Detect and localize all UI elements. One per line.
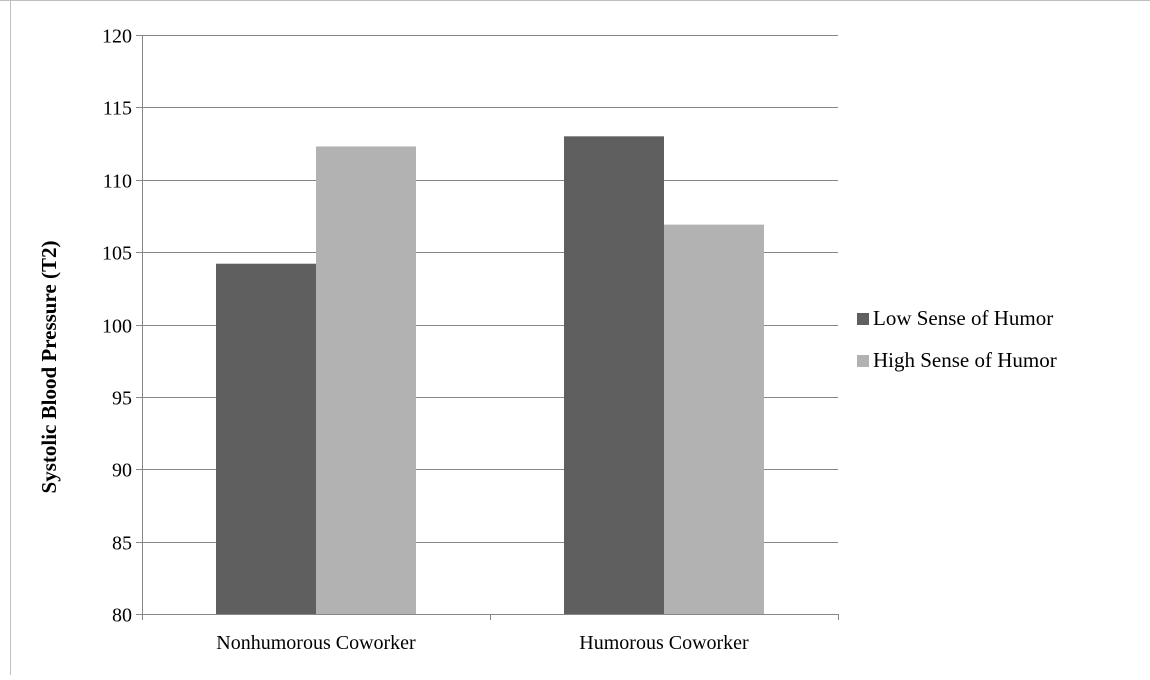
y-tick-label: 100 [102,316,132,338]
y-tick-label: 90 [112,460,132,482]
y-tick-label: 85 [112,533,132,555]
bar-low-sense-of-humor [216,263,316,614]
legend-label: Low Sense of Humor [873,306,1053,330]
y-tick-label: 115 [103,98,132,120]
y-tick-label: 120 [102,26,132,48]
x-category-labels: Nonhumorous Coworker Humorous Coworker [216,632,749,654]
y-tick-label: 80 [112,605,132,627]
bars [216,136,764,614]
x-category-label: Humorous Coworker [579,632,749,654]
legend: Low Sense of Humor High Sense of Humor [857,306,1057,372]
y-tick-label: 110 [103,171,132,193]
y-axis-title: Systolic Blood Pressure (T2) [37,241,61,494]
y-tick-label: 95 [112,388,132,410]
x-category-label: Nonhumorous Coworker [216,632,416,654]
legend-swatch [857,355,869,367]
axes [136,35,839,620]
y-tick-label: 105 [102,243,132,265]
bar-high-sense-of-humor [316,146,416,614]
y-tick-labels: 80 85 90 95 100 105 110 115 120 [102,26,132,627]
bar-high-sense-of-humor [664,224,764,614]
legend-label: High Sense of Humor [873,348,1057,372]
legend-swatch [857,313,869,325]
bar-low-sense-of-humor [564,136,664,614]
